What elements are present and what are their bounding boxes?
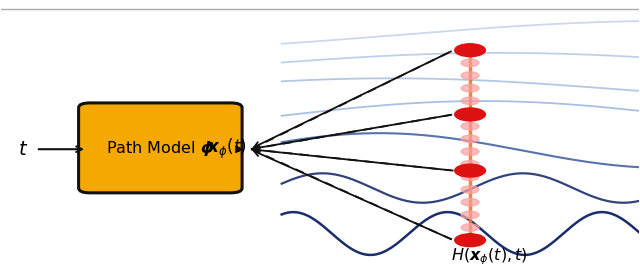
Circle shape (461, 97, 479, 105)
Circle shape (455, 164, 485, 177)
Circle shape (461, 122, 479, 130)
Circle shape (461, 84, 479, 92)
Circle shape (461, 236, 479, 244)
Text: Path Model $\boldsymbol{\phi}$: Path Model $\boldsymbol{\phi}$ (106, 138, 214, 158)
Circle shape (455, 234, 485, 247)
Circle shape (461, 72, 479, 79)
Circle shape (455, 108, 485, 121)
Circle shape (461, 59, 479, 67)
Circle shape (461, 199, 479, 206)
Circle shape (461, 211, 479, 219)
Text: $\boldsymbol{x}_{\phi}(t)$: $\boldsymbol{x}_{\phi}(t)$ (207, 137, 246, 161)
Text: $H(\boldsymbol{x}_{\phi}(t),t)$: $H(\boldsymbol{x}_{\phi}(t),t)$ (451, 246, 527, 267)
Circle shape (461, 224, 479, 231)
Circle shape (455, 44, 485, 57)
Circle shape (461, 160, 479, 168)
Circle shape (461, 135, 479, 143)
FancyBboxPatch shape (79, 103, 242, 193)
Circle shape (461, 47, 479, 54)
Circle shape (461, 186, 479, 193)
Text: $t$: $t$ (18, 140, 28, 159)
Circle shape (461, 148, 479, 155)
Circle shape (461, 173, 479, 180)
Circle shape (461, 110, 479, 117)
